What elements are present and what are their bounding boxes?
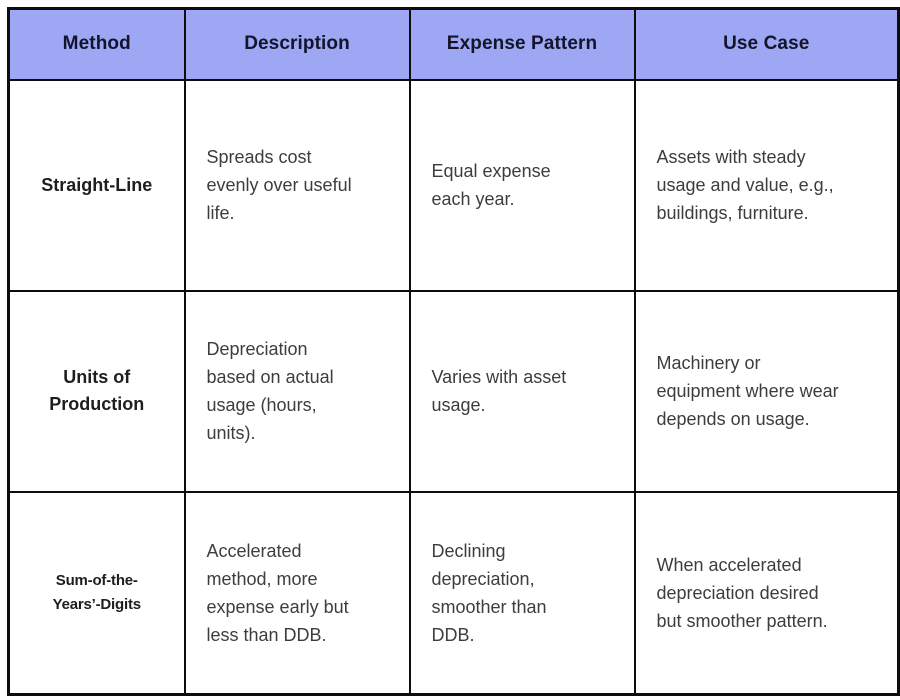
units-of-production-use-case-cell: Machinery or equipment where wear depend… (633, 289, 900, 493)
column-header-description: Description (183, 7, 411, 81)
units-of-production-description-cell: Depreciation based on actual usage (hour… (183, 289, 411, 493)
sum-of-years-digits-method-cell: Sum-of-the- Years’-Digits (7, 490, 186, 696)
column-header-expense-pattern: Expense Pattern (408, 7, 636, 81)
straight-line-use-case-cell: Assets with steady usage and value, e.g.… (633, 78, 900, 292)
units-of-production-method-cell: Units of Production (7, 289, 186, 493)
straight-line-expense-pattern-cell: Equal expense each year. (408, 78, 636, 292)
sum-of-years-digits-description-cell: Accelerated method, more expense early b… (183, 490, 411, 696)
column-header-method: Method (7, 7, 186, 81)
table-row-straight-line: Straight-Line Spreads cost evenly over u… (7, 78, 900, 292)
table-row-sum-of-the-years-digits: Sum-of-the- Years’-Digits Accelerated me… (7, 490, 900, 696)
depreciation-methods-table: Method Description Expense Pattern Use C… (7, 7, 900, 696)
table-row-units-of-production: Units of Production Depreciation based o… (7, 289, 900, 493)
straight-line-method-cell: Straight-Line (7, 78, 186, 292)
straight-line-description-cell: Spreads cost evenly over useful life. (183, 78, 411, 292)
column-header-use-case: Use Case (633, 7, 900, 81)
header-row: Method Description Expense Pattern Use C… (7, 7, 900, 81)
sum-of-years-digits-use-case-cell: When accelerated depreciation desired bu… (633, 490, 900, 696)
sum-of-years-digits-expense-pattern-cell: Declining depreciation, smoother than DD… (408, 490, 636, 696)
units-of-production-expense-pattern-cell: Varies with asset usage. (408, 289, 636, 493)
